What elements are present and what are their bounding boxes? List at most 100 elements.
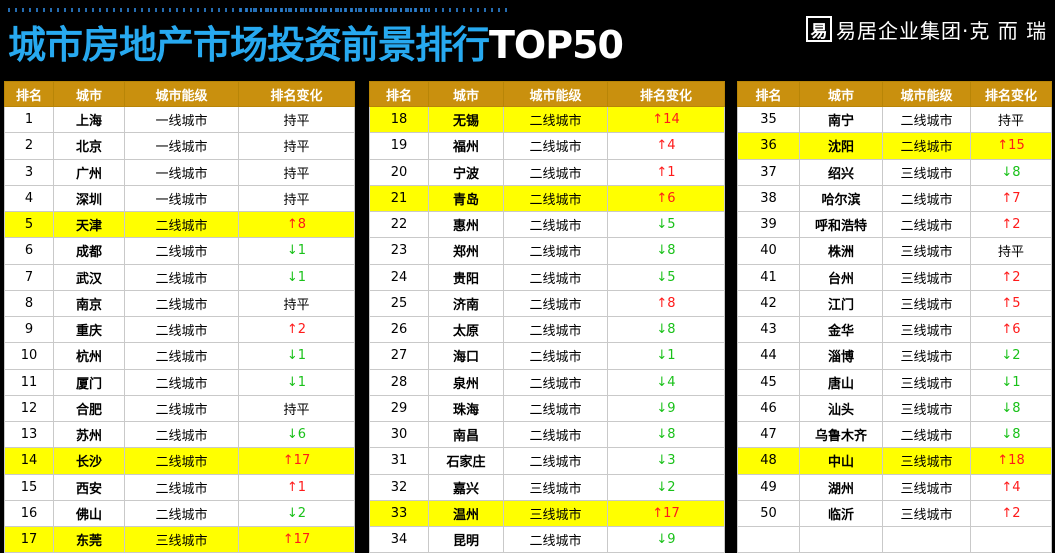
table-row: 16 佛山 二线城市 ↓2 <box>4 499 355 528</box>
city-cell: 太原 <box>428 315 504 344</box>
change-cell: 持平 <box>970 237 1052 265</box>
tier-cell: 三线城市 <box>882 237 971 265</box>
tier-cell: 二线城市 <box>503 132 608 160</box>
rank-cell: 41 <box>737 263 800 291</box>
tier-cell: 二线城市 <box>503 342 608 370</box>
tier-cell: 二线城市 <box>503 447 608 475</box>
change-cell: ↑7 <box>970 184 1052 213</box>
city-cell: 石家庄 <box>428 447 504 475</box>
table-row: 46 汕头 三线城市 ↓8 <box>737 394 1052 423</box>
city-cell: 台州 <box>799 263 883 291</box>
tier-cell: 二线城市 <box>882 420 971 449</box>
city-cell: 北京 <box>53 132 125 160</box>
change-cell: ↑17 <box>607 499 725 528</box>
change-cell: ↓2 <box>238 499 355 528</box>
table-row: 23 郑州 二线城市 ↓8 <box>369 237 725 265</box>
change-cell: ↓8 <box>607 315 725 344</box>
rank-cell: 32 <box>369 473 429 501</box>
table-row: 19 福州 二线城市 ↑4 <box>369 132 725 160</box>
rank-cell: 25 <box>369 289 429 318</box>
table-row: 9 重庆 二线城市 ↑2 <box>4 315 355 344</box>
tier-cell: 三线城市 <box>882 342 971 370</box>
rank-cell: 33 <box>369 499 429 528</box>
change-cell: ↓8 <box>970 158 1052 186</box>
table-header-row: 排名 城市 城市能级 排名变化 <box>737 81 1052 107</box>
table-row: 37 绍兴 三线城市 ↓8 <box>737 158 1052 186</box>
table-row: 33 温州 三线城市 ↑17 <box>369 499 725 528</box>
city-cell: 绍兴 <box>799 158 883 186</box>
change-cell: ↓8 <box>607 237 725 265</box>
rank-cell: 26 <box>369 315 429 344</box>
change-cell: ↓8 <box>607 420 725 449</box>
city-cell: 深圳 <box>53 184 125 213</box>
table-row: 27 海口 二线城市 ↓1 <box>369 342 725 370</box>
rank-cell: 34 <box>369 525 429 553</box>
rank-cell: 50 <box>737 499 800 528</box>
rank-cell: 17 <box>4 525 54 553</box>
city-cell <box>799 525 883 553</box>
tier-cell: 三线城市 <box>882 394 971 423</box>
ranking-table-2: 排名 城市 城市能级 排名变化 18 无锡 二线城市 ↑14 19 福州 二线城市 ↑4 20 宁… <box>369 81 725 553</box>
tier-cell: 二线城市 <box>503 105 608 134</box>
table-row: 8 南京 二线城市 持平 <box>4 289 355 318</box>
rank-cell: 11 <box>4 368 54 396</box>
city-cell: 贵阳 <box>428 263 504 291</box>
table-row: 3 广州 一线城市 持平 <box>4 158 355 186</box>
tier-cell: 一线城市 <box>124 105 239 134</box>
city-cell: 沈阳 <box>799 132 883 160</box>
city-cell: 武汉 <box>53 263 125 291</box>
rank-cell: 12 <box>4 394 54 423</box>
change-cell: ↑1 <box>238 473 355 501</box>
rank-cell: 19 <box>369 132 429 160</box>
rank-cell: 9 <box>4 315 54 344</box>
table-row: 50 临沂 三线城市 ↑2 <box>737 499 1052 528</box>
rank-cell: 49 <box>737 473 800 501</box>
tier-cell: 二线城市 <box>503 263 608 291</box>
header-rank: 排名 <box>369 81 429 107</box>
change-cell: ↑2 <box>970 499 1052 528</box>
tier-cell: 二线城市 <box>503 420 608 449</box>
ranking-table-3: 排名 城市 城市能级 排名变化 35 南宁 二线城市 持平 36 沈阳 二线城市 ↑15 37 绍… <box>737 81 1052 553</box>
table-row: 29 珠海 二线城市 ↓9 <box>369 394 725 423</box>
tier-cell: 二线城市 <box>882 105 971 134</box>
change-cell: ↑2 <box>238 315 355 344</box>
table-row: 38 哈尔滨 二线城市 ↑7 <box>737 184 1052 213</box>
city-cell: 临沂 <box>799 499 883 528</box>
tier-cell: 三线城市 <box>882 473 971 501</box>
table-row: 49 湖州 三线城市 ↑4 <box>737 473 1052 501</box>
tier-cell: 三线城市 <box>882 315 971 344</box>
rank-cell: 36 <box>737 132 800 160</box>
header-tier: 城市能级 <box>124 81 239 107</box>
tier-cell: 二线城市 <box>503 237 608 265</box>
table-row: 43 金华 三线城市 ↑6 <box>737 315 1052 344</box>
rank-cell: 28 <box>369 368 429 396</box>
header-banner: 城市房地产市场投资前景排行TOP50 易 易居企业集团·克 而 瑞 <box>0 0 1055 76</box>
table-row: 40 株洲 三线城市 持平 <box>737 237 1052 265</box>
rank-cell: 29 <box>369 394 429 423</box>
table-row: 35 南宁 二线城市 持平 <box>737 105 1052 134</box>
change-cell: 持平 <box>238 184 355 213</box>
city-cell: 乌鲁木齐 <box>799 420 883 449</box>
table-row: 32 嘉兴 三线城市 ↓2 <box>369 473 725 501</box>
change-cell: 持平 <box>238 105 355 134</box>
header-rank: 排名 <box>4 81 54 107</box>
table-row: 1 上海 一线城市 持平 <box>4 105 355 134</box>
tier-cell: 一线城市 <box>124 132 239 160</box>
city-cell: 长沙 <box>53 447 125 475</box>
city-cell: 宁波 <box>428 158 504 186</box>
header-city: 城市 <box>799 81 883 107</box>
table-row: 2 北京 一线城市 持平 <box>4 132 355 160</box>
city-cell: 东莞 <box>53 525 125 553</box>
change-cell: ↑6 <box>970 315 1052 344</box>
tier-cell: 一线城市 <box>124 184 239 213</box>
tier-cell: 三线城市 <box>882 263 971 291</box>
table-row <box>737 525 1052 553</box>
rank-cell: 4 <box>4 184 54 213</box>
city-cell: 株洲 <box>799 237 883 265</box>
brand-name: 易居企业集团·克 而 瑞 <box>836 18 1048 43</box>
table-row: 4 深圳 一线城市 持平 <box>4 184 355 213</box>
rank-cell: 30 <box>369 420 429 449</box>
change-cell: 持平 <box>238 289 355 318</box>
change-cell: ↓1 <box>607 342 725 370</box>
table-row: 47 乌鲁木齐 二线城市 ↓8 <box>737 420 1052 449</box>
